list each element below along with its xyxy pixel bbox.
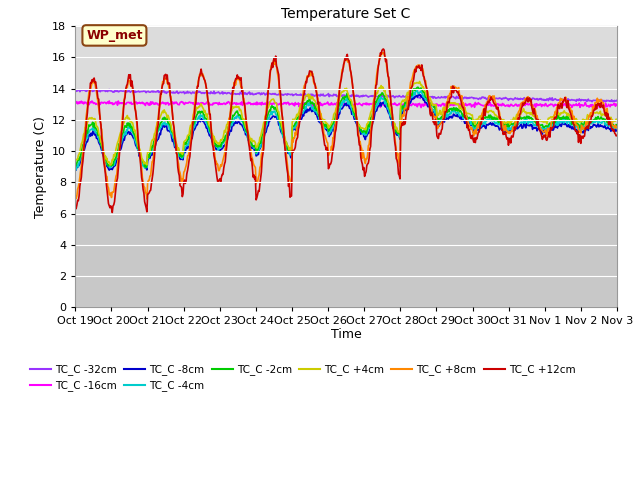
Line: TC_C -2cm: TC_C -2cm (76, 87, 617, 168)
TC_C +12cm (613, 132, 621, 138)
TC_C +4cm (107, 162, 115, 168)
Line: TC_C -16cm: TC_C -16cm (76, 101, 617, 108)
TC_C +8cm (81, 129, 89, 134)
TC_C +12cm (380, 46, 387, 52)
TC_C -16cm (72, 100, 79, 106)
TC_C +4cm (429, 101, 437, 107)
Title: Temperature Set C: Temperature Set C (282, 7, 411, 21)
Legend: TC_C -32cm, TC_C -16cm, TC_C -8cm, TC_C -4cm, TC_C -2cm, TC_C +4cm, TC_C +8cm, T: TC_C -32cm, TC_C -16cm, TC_C -8cm, TC_C … (26, 360, 579, 396)
TC_C -2cm (81, 135, 89, 141)
TC_C +12cm (429, 119, 437, 125)
TC_C -16cm (413, 102, 420, 108)
TC_C -2cm (429, 103, 437, 108)
TC_C -2cm (221, 133, 229, 139)
TC_C -2cm (142, 165, 150, 170)
TC_C -32cm (81, 88, 89, 94)
TC_C -32cm (413, 93, 420, 98)
TC_C -4cm (413, 87, 421, 93)
TC_C -32cm (106, 86, 113, 92)
Line: TC_C +4cm: TC_C +4cm (76, 82, 617, 165)
TC_C -8cm (613, 128, 621, 134)
Bar (76, 214, 617, 307)
TC_C -4cm (412, 88, 420, 94)
TC_C -2cm (137, 156, 145, 161)
TC_C -16cm (81, 100, 89, 106)
TC_C +4cm (138, 155, 145, 160)
TC_C +12cm (221, 159, 229, 165)
TC_C -32cm (429, 94, 436, 99)
TC_C +4cm (81, 124, 89, 130)
TC_C -2cm (72, 164, 79, 170)
TC_C -8cm (415, 91, 422, 96)
TC_C -4cm (137, 156, 145, 162)
TC_C -16cm (106, 98, 113, 104)
TC_C -8cm (137, 156, 145, 162)
TC_C +4cm (416, 79, 424, 84)
TC_C -4cm (192, 119, 200, 124)
TC_C -8cm (192, 123, 200, 129)
TC_C +12cm (138, 175, 145, 180)
TC_C +12cm (72, 205, 79, 211)
TC_C -4cm (72, 168, 79, 173)
TC_C -32cm (221, 90, 229, 96)
TC_C -8cm (221, 143, 228, 149)
TC_C -16cm (221, 101, 229, 107)
Line: TC_C -8cm: TC_C -8cm (76, 94, 617, 170)
TC_C -32cm (138, 89, 145, 95)
TC_C -2cm (613, 122, 621, 128)
TC_C -2cm (193, 112, 200, 118)
TC_C -4cm (429, 107, 436, 112)
Line: TC_C -4cm: TC_C -4cm (76, 90, 617, 170)
TC_C +8cm (429, 111, 437, 117)
TC_C +8cm (143, 196, 151, 202)
TC_C +8cm (613, 125, 621, 131)
TC_C -32cm (72, 87, 79, 93)
TC_C -16cm (193, 100, 200, 106)
TC_C -16cm (417, 105, 425, 110)
TC_C -4cm (81, 139, 89, 145)
TC_C +8cm (221, 145, 229, 151)
TC_C +8cm (137, 161, 145, 167)
TC_C -4cm (613, 125, 621, 131)
TC_C +4cm (193, 105, 200, 110)
TC_C +12cm (193, 90, 200, 96)
TC_C +8cm (379, 50, 387, 56)
TC_C -2cm (413, 85, 420, 91)
TC_C +4cm (613, 117, 621, 123)
Line: TC_C -32cm: TC_C -32cm (76, 89, 617, 102)
Line: TC_C +8cm: TC_C +8cm (76, 53, 617, 199)
TC_C -8cm (412, 93, 420, 99)
TC_C +12cm (108, 210, 116, 216)
TC_C -4cm (221, 138, 228, 144)
TC_C +8cm (72, 193, 79, 199)
TC_C -16cm (429, 103, 437, 108)
TC_C -16cm (613, 102, 621, 108)
TC_C +8cm (413, 63, 421, 69)
Text: WP_met: WP_met (86, 29, 143, 42)
TC_C -32cm (613, 97, 621, 103)
TC_C +4cm (221, 129, 229, 135)
TC_C -2cm (414, 84, 422, 90)
TC_C -8cm (81, 144, 89, 149)
Line: TC_C +12cm: TC_C +12cm (76, 49, 617, 213)
TC_C -8cm (429, 109, 436, 115)
TC_C +12cm (81, 136, 89, 142)
TC_C -16cm (138, 100, 145, 106)
TC_C +4cm (413, 80, 420, 85)
X-axis label: Time: Time (331, 328, 362, 341)
TC_C -32cm (588, 99, 596, 105)
TC_C +12cm (413, 65, 421, 71)
TC_C +4cm (72, 158, 79, 164)
TC_C -8cm (72, 168, 79, 173)
Y-axis label: Temperature (C): Temperature (C) (34, 116, 47, 218)
TC_C -32cm (193, 90, 200, 96)
TC_C +8cm (193, 90, 200, 96)
